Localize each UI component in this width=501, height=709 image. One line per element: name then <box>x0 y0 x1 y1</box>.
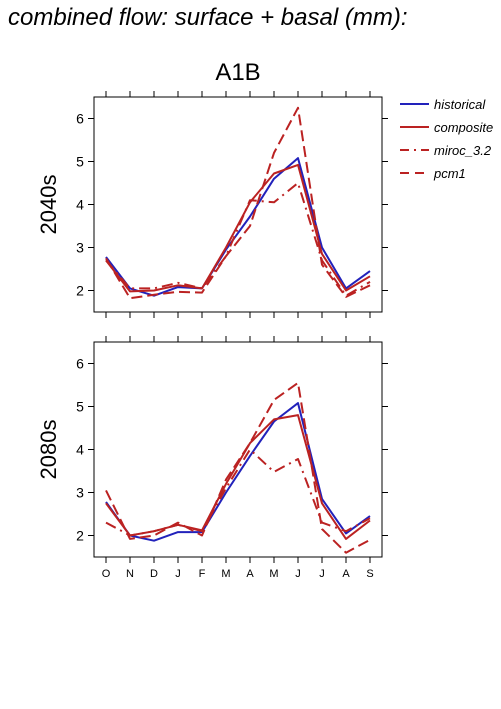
x-tick-label: D <box>150 568 158 580</box>
y-tick-label: 4 <box>76 197 84 213</box>
scenario-label: A1B <box>215 59 260 86</box>
legend-label-miroc_3.2: miroc_3.2 <box>434 143 492 158</box>
panel-2080s: 2 3 4 5 6 O N D J F M A M J J A S 2080s <box>36 336 388 580</box>
x-tick-label: J <box>319 568 325 580</box>
x-tick-label: A <box>342 568 350 580</box>
page-title: combined flow: surface + basal (mm): <box>8 4 408 31</box>
series-line-composite <box>105 163 371 293</box>
y-tick-label: 3 <box>76 240 84 256</box>
series-line-pcm1 <box>105 381 371 554</box>
y-tick-label: 6 <box>76 111 84 127</box>
x-tick-label: S <box>366 568 373 580</box>
y-tick-label: 2 <box>76 283 84 299</box>
y-tick-label: 2 <box>76 528 84 544</box>
y-tick-label: 6 <box>76 356 84 372</box>
y-tick-label: 3 <box>76 485 84 501</box>
x-tick-label: J <box>175 568 181 580</box>
x-tick-label: F <box>199 568 206 580</box>
x-tick-label: M <box>269 568 278 580</box>
series-line-miroc_3.2 <box>105 448 371 537</box>
x-tick-label: N <box>126 568 134 580</box>
legend: historical composite miroc_3.2 pcm1 <box>400 97 493 181</box>
panel-2040s: 2 3 4 5 6 2040s <box>36 91 388 318</box>
x-tick-label: A <box>246 568 254 580</box>
panel-label: 2080s <box>36 420 61 480</box>
legend-label-composite: composite <box>434 120 493 135</box>
x-tick-label: J <box>295 568 301 580</box>
series-line-composite <box>105 414 371 540</box>
panel-label: 2040s <box>36 175 61 235</box>
y-tick-label: 5 <box>76 399 84 415</box>
legend-label-historical: historical <box>434 97 486 112</box>
series-line-historical <box>105 402 371 542</box>
x-tick-label: O <box>102 568 111 580</box>
series-line-miroc_3.2 <box>105 182 371 297</box>
x-tick-label: M <box>221 568 230 580</box>
y-tick-label: 4 <box>76 442 84 458</box>
series-line-pcm1 <box>105 106 371 300</box>
legend-label-pcm1: pcm1 <box>433 166 466 181</box>
y-tick-label: 5 <box>76 154 84 170</box>
